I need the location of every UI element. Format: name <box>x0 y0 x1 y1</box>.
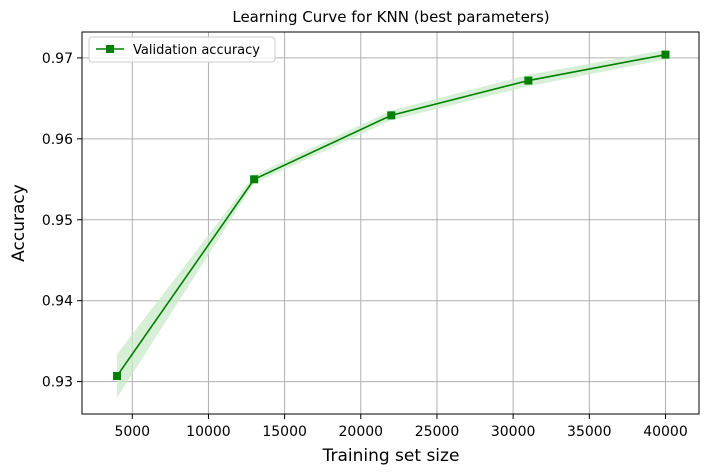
data-point-marker <box>387 111 396 120</box>
data-point-marker <box>524 76 533 85</box>
x-tick-label: 10000 <box>186 424 231 440</box>
legend-entry-validation-accuracy: Validation accuracy <box>133 43 260 58</box>
data-point-marker <box>661 50 670 59</box>
series-line <box>116 53 666 377</box>
grid <box>82 32 699 414</box>
series-lines <box>116 53 666 377</box>
plot-frame <box>81 31 700 415</box>
x-tick-label: 30000 <box>491 424 536 440</box>
x-tick-label: 15000 <box>262 424 307 440</box>
y-axis-ticks: 0.93 0.94 0.95 0.96 0.97 <box>42 51 82 391</box>
chart-title: Learning Curve for KNN (best parameters) <box>232 8 549 26</box>
x-axis-ticks: 5000 10000 15000 20000 25000 30000 35000 40000 <box>114 414 688 440</box>
y-axis-label: Accuracy <box>9 184 29 262</box>
y-tick-label: 0.95 <box>42 213 73 229</box>
x-tick-label: 20000 <box>339 424 384 440</box>
legend-square-marker <box>106 45 114 53</box>
y-tick-label: 0.97 <box>42 51 73 67</box>
x-tick-label: 5000 <box>114 424 150 440</box>
legend: Validation accuracy <box>88 36 276 63</box>
y-tick-label: 0.93 <box>42 375 73 391</box>
x-tick-label: 40000 <box>643 424 688 440</box>
legend-box <box>88 36 276 63</box>
std-band <box>117 49 666 398</box>
confidence-band <box>117 49 666 398</box>
data-point-marker <box>113 371 122 380</box>
y-tick-label: 0.94 <box>42 294 73 310</box>
series-markers <box>113 50 670 380</box>
x-axis-label: Training set size <box>322 446 460 466</box>
x-tick-label: 35000 <box>567 424 612 440</box>
data-point-marker <box>250 175 259 184</box>
y-tick-label: 0.96 <box>42 132 73 148</box>
x-tick-label: 25000 <box>415 424 460 440</box>
